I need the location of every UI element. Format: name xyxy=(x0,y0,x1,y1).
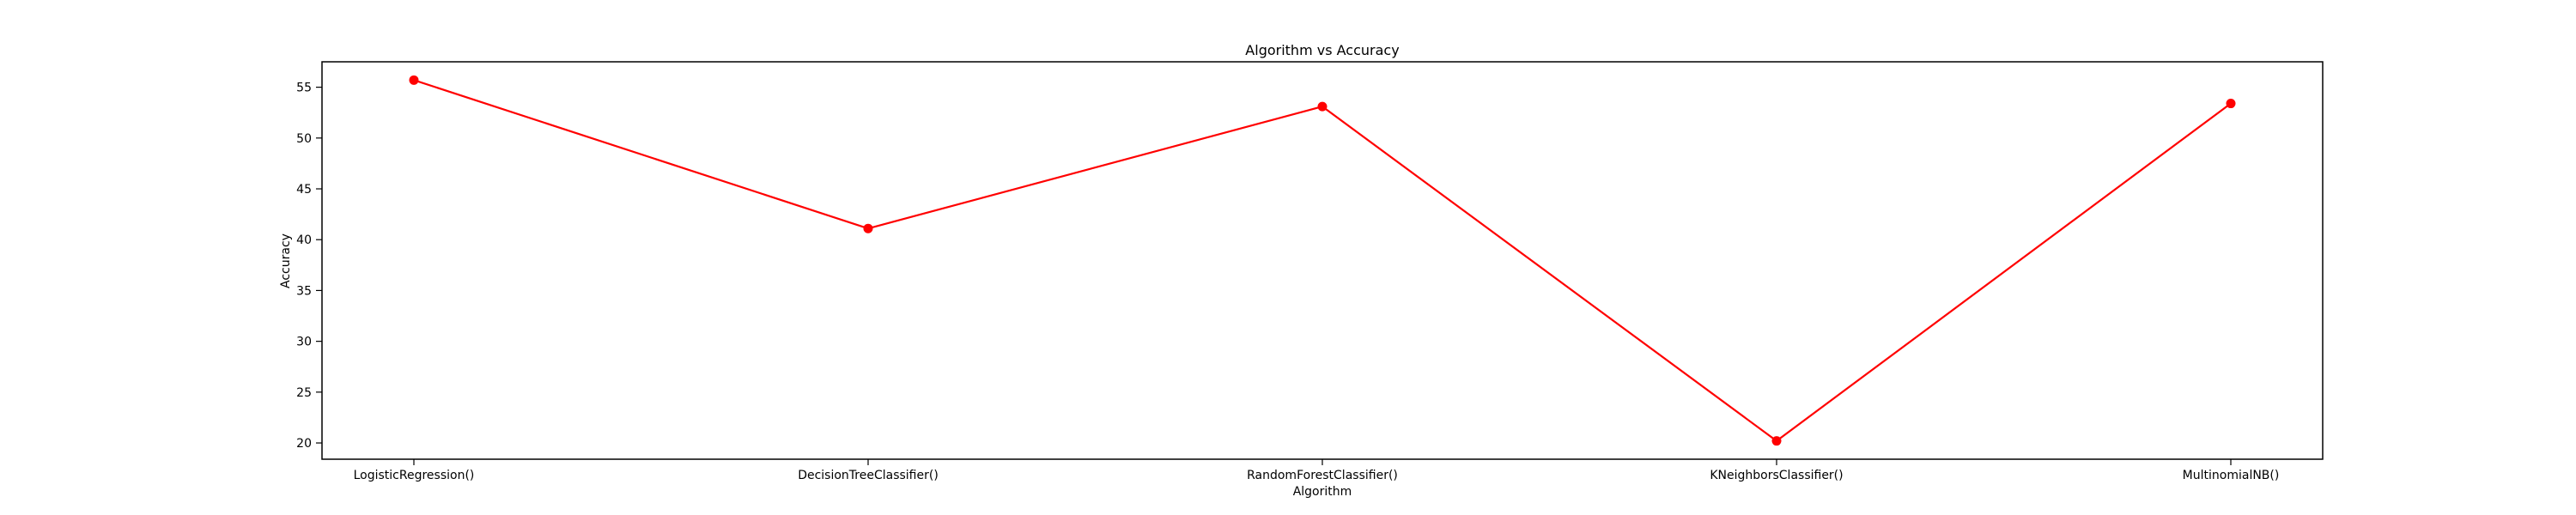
data-point xyxy=(863,223,873,233)
x-axis-label: Algorithm xyxy=(1293,485,1352,499)
series-layer xyxy=(409,75,2236,446)
x-tick-label: LogisticRegression() xyxy=(354,469,475,482)
y-tick-label: 55 xyxy=(296,82,312,95)
data-point xyxy=(409,75,419,85)
y-tick-label: 50 xyxy=(296,132,312,146)
x-tick-label: DecisionTreeClassifier() xyxy=(798,469,939,482)
data-point xyxy=(2226,99,2236,109)
chart-title: Algorithm vs Accuracy xyxy=(1245,42,1399,58)
x-axis: LogisticRegression() DecisionTreeClassifi… xyxy=(354,459,2280,482)
plot-frame xyxy=(321,61,2324,460)
plot-area: 20 25 30 35 40 45 50 55 LogisticRegression() Dec… xyxy=(296,61,2324,482)
data-point xyxy=(1317,101,1327,112)
series-line xyxy=(413,79,2232,442)
data-point xyxy=(1771,436,1782,446)
x-tick-label: KNeighborsClassifier() xyxy=(1710,469,1843,482)
y-tick-label: 45 xyxy=(296,183,312,197)
y-tick-label: 20 xyxy=(296,437,312,451)
y-axis: 20 25 30 35 40 45 50 55 xyxy=(296,82,322,451)
x-tick-label: RandomForestClassifier() xyxy=(1247,469,1398,482)
y-axis-label: Accuracy xyxy=(279,233,293,288)
x-tick-label: MultinomialNB() xyxy=(2183,469,2280,482)
y-tick-label: 30 xyxy=(296,336,312,349)
y-tick-label: 25 xyxy=(296,386,312,400)
y-tick-label: 40 xyxy=(296,233,312,247)
y-tick-label: 35 xyxy=(296,284,312,298)
